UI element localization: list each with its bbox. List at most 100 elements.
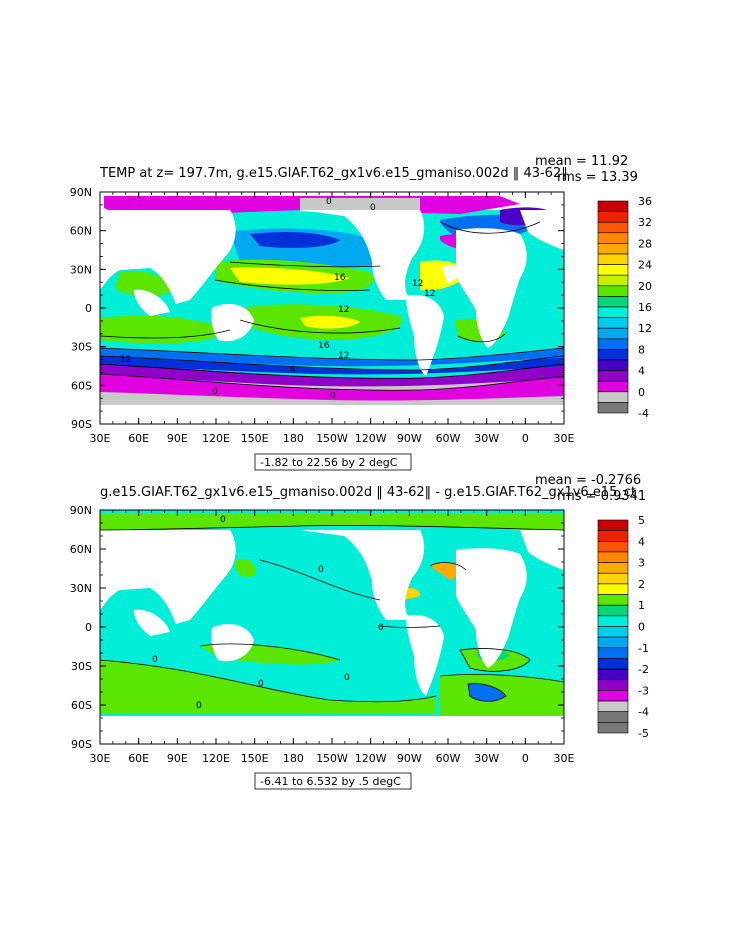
colorbar-label: -4 xyxy=(638,706,649,719)
panel-difference: g.e15.GIAF.T62_gx1v6.e15_gmaniso.002d ‖ … xyxy=(70,473,649,790)
colorbar-swatch xyxy=(597,402,629,414)
contour-label: 0 xyxy=(326,197,332,207)
contour-label: 4 xyxy=(290,365,296,375)
colorbar-label: 2 xyxy=(638,578,645,591)
lat-label: 30S xyxy=(71,341,92,354)
colorbar-label: 32 xyxy=(638,216,652,229)
colorbar-swatch xyxy=(597,243,629,255)
lon-label: 30E xyxy=(90,752,111,765)
colorbar-swatch xyxy=(597,296,629,308)
colorbar-swatch xyxy=(597,327,629,340)
panel1-title: TEMP at z= 197.7m, g.e15.GIAF.T62_gx1v6.… xyxy=(99,166,568,181)
colorbar-label: 36 xyxy=(638,195,652,208)
contour-label: 0 xyxy=(212,387,218,397)
panel1-colorbar: 36 32 28 24 20 16 12 8 4 0 -4 xyxy=(597,195,652,420)
panel2-range-box xyxy=(254,772,412,790)
panel2-ticks xyxy=(99,509,565,745)
lon-label: 90W xyxy=(397,432,422,445)
colorbar-swatch xyxy=(597,711,629,723)
colorbar-swatch xyxy=(597,658,629,670)
colorbar-label: -3 xyxy=(638,684,649,697)
lon-label: 30W xyxy=(474,752,499,765)
colorbar-swatch xyxy=(597,690,629,702)
lon-label: 90W xyxy=(397,752,422,765)
colorbar-swatch xyxy=(597,391,629,403)
contour-label: 0 xyxy=(220,515,226,525)
lon-label: 0 xyxy=(522,432,529,445)
colorbar-swatch xyxy=(597,317,629,329)
lat-label: 30S xyxy=(71,660,92,673)
colorbar-swatch xyxy=(597,626,629,638)
contour-label: 0 xyxy=(370,203,376,213)
colorbar-swatch xyxy=(597,306,629,318)
colorbar-swatch xyxy=(597,359,629,371)
colorbar-label: -2 xyxy=(638,663,649,676)
contour-label: 0 xyxy=(258,679,264,689)
contour-label: 12 xyxy=(338,351,349,361)
colorbar-swatch xyxy=(597,274,629,287)
colorbar-swatch xyxy=(597,253,629,265)
colorbar-swatch xyxy=(597,211,629,223)
lat-label: 0 xyxy=(85,621,92,634)
lon-label: 30E xyxy=(90,432,111,445)
colorbar-label: 24 xyxy=(638,259,652,272)
colorbar-label: 0 xyxy=(638,621,645,634)
contour-label: 16 xyxy=(318,341,330,351)
colorbar-swatch xyxy=(597,530,629,542)
colorbar-label: -1 xyxy=(638,642,649,655)
panel2-contours xyxy=(100,525,564,703)
lat-label: 0 xyxy=(85,302,92,315)
lat-label: 60N xyxy=(70,543,92,556)
lon-label: 60E xyxy=(128,432,149,445)
colorbar-swatch xyxy=(597,594,629,606)
colorbar-swatch xyxy=(597,636,629,649)
lon-label: 120E xyxy=(202,752,230,765)
colorbar-swatch xyxy=(597,647,629,659)
colorbar-swatch xyxy=(597,668,629,681)
colorbar-label: 20 xyxy=(638,280,652,293)
lon-label: 180 xyxy=(283,432,304,445)
lon-label: 90E xyxy=(167,752,188,765)
lat-label: 60S xyxy=(71,379,92,392)
colorbar-label: -5 xyxy=(638,727,649,740)
lat-label: 90N xyxy=(70,186,92,199)
colorbar-label: 4 xyxy=(638,365,645,378)
panel1-contour-labels: 0 0 16 12 16 12 12 4 0 0 12 12 xyxy=(120,197,435,401)
lon-label: 90E xyxy=(167,432,188,445)
lat-label: 30N xyxy=(70,263,92,276)
panel1-rms: rms = 13.39 xyxy=(557,170,638,185)
contour-label: 0 xyxy=(318,565,324,575)
contour-label: 0 xyxy=(152,655,158,665)
colorbar-label: 3 xyxy=(638,557,645,570)
contour-label: 0 xyxy=(330,391,336,401)
panel2-title: g.e15.GIAF.T62_gx1v6.e15_gmaniso.002d ‖ … xyxy=(100,485,636,500)
panel1-mean: mean = 11.92 xyxy=(535,154,628,169)
colorbar-swatch xyxy=(597,338,629,350)
colorbar-swatch xyxy=(597,370,629,382)
contour-label: 12 xyxy=(424,289,435,299)
contour-label: 0 xyxy=(196,701,202,711)
colorbar-label: 5 xyxy=(638,514,645,527)
colorbar-swatch xyxy=(597,232,629,244)
panel2-map-field xyxy=(100,510,564,744)
colorbar-swatch xyxy=(597,604,629,617)
lat-label: 60N xyxy=(70,225,92,238)
lon-label: 120W xyxy=(355,752,387,765)
colorbar-swatch xyxy=(597,264,629,276)
contour-label: 12 xyxy=(338,305,349,315)
lon-label: 150E xyxy=(241,752,269,765)
lon-label: 150W xyxy=(316,432,348,445)
contour-label: 12 xyxy=(120,355,131,365)
lon-label: 180 xyxy=(283,752,304,765)
colorbar-swatch xyxy=(597,285,629,297)
lon-label: 150E xyxy=(241,432,269,445)
colorbar-swatch xyxy=(597,540,629,553)
panel2-range-text: -6.41 to 6.532 by .5 degC xyxy=(260,775,401,788)
lon-label: 60E xyxy=(128,752,149,765)
lat-label: 30N xyxy=(70,582,92,595)
colorbar-swatch xyxy=(597,380,629,393)
panel1-ticks xyxy=(99,191,565,425)
panel2-contour-labels: 0 0 0 0 0 0 0 xyxy=(152,515,384,711)
